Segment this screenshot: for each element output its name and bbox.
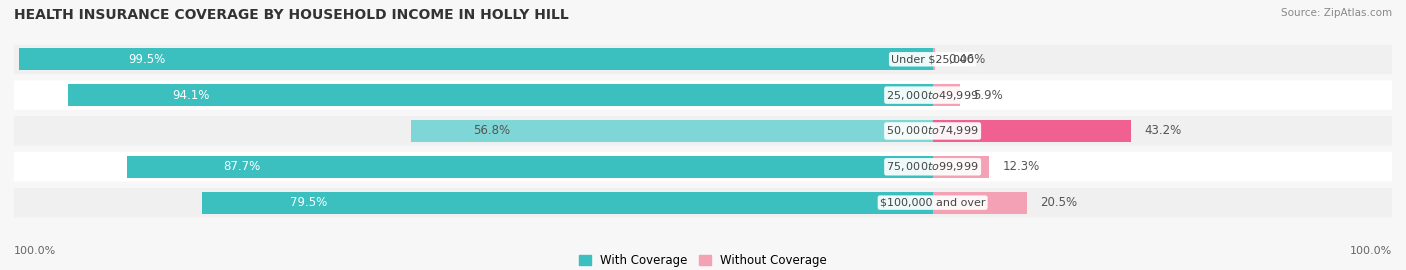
FancyBboxPatch shape (14, 116, 1392, 146)
Text: $25,000 to $49,999: $25,000 to $49,999 (886, 89, 979, 102)
Bar (932, 191, 1026, 214)
Text: 5.9%: 5.9% (973, 89, 1004, 102)
Text: HEALTH INSURANCE COVERAGE BY HOUSEHOLD INCOME IN HOLLY HILL: HEALTH INSURANCE COVERAGE BY HOUSEHOLD I… (14, 8, 569, 22)
Text: $75,000 to $99,999: $75,000 to $99,999 (886, 160, 979, 173)
Text: $50,000 to $74,999: $50,000 to $74,999 (886, 124, 979, 137)
Bar (932, 84, 960, 106)
Legend: With Coverage, Without Coverage: With Coverage, Without Coverage (579, 254, 827, 267)
FancyBboxPatch shape (14, 152, 1392, 181)
Text: 0.46%: 0.46% (949, 53, 986, 66)
Bar (932, 156, 990, 178)
Text: 56.8%: 56.8% (474, 124, 510, 137)
Text: 12.3%: 12.3% (1002, 160, 1040, 173)
Text: 79.5%: 79.5% (290, 196, 328, 209)
Text: 94.1%: 94.1% (172, 89, 209, 102)
Bar (69, 84, 932, 106)
Text: 43.2%: 43.2% (1144, 124, 1182, 137)
Bar (411, 120, 932, 142)
Text: Under $25,000: Under $25,000 (891, 54, 974, 64)
Bar (202, 191, 932, 214)
Bar (127, 156, 932, 178)
Bar (18, 48, 932, 70)
Text: $100,000 and over: $100,000 and over (880, 198, 986, 208)
FancyBboxPatch shape (14, 45, 1392, 74)
Text: 100.0%: 100.0% (14, 247, 56, 256)
Text: Source: ZipAtlas.com: Source: ZipAtlas.com (1281, 8, 1392, 18)
Bar (932, 120, 1130, 142)
Bar (932, 48, 935, 70)
FancyBboxPatch shape (14, 80, 1392, 110)
FancyBboxPatch shape (14, 188, 1392, 217)
Text: 87.7%: 87.7% (224, 160, 262, 173)
Text: 100.0%: 100.0% (1350, 247, 1392, 256)
Text: 20.5%: 20.5% (1040, 196, 1078, 209)
Text: 99.5%: 99.5% (128, 53, 166, 66)
